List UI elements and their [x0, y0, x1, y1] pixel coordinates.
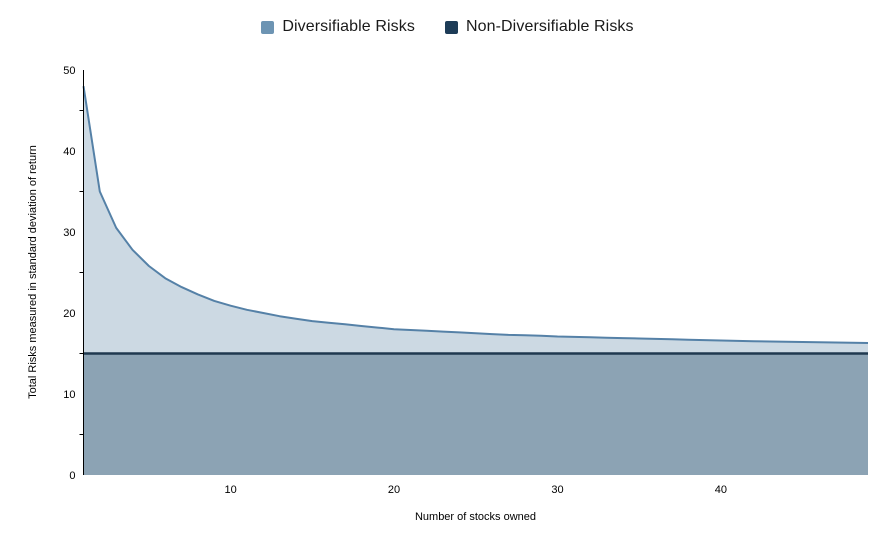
- y-axis-tick-label: 40: [63, 146, 75, 158]
- axis-layer: 0 10 20 30 40 50 10 20 30 40: [63, 65, 727, 496]
- y-axis-tick-label: 10: [63, 389, 75, 401]
- x-axis-tick-label: 30: [551, 484, 563, 496]
- x-axis-tick-label: 20: [388, 484, 400, 496]
- x-axis-tick-label: 10: [224, 484, 236, 496]
- y-axis-tick-label: 30: [63, 227, 75, 239]
- y-axis-tick-label: 20: [63, 308, 75, 320]
- legend-label-diversifiable: Diversifiable Risks: [282, 18, 415, 35]
- x-axis-tick-label: 40: [715, 484, 727, 496]
- legend-item-non-diversifiable: Non-Diversifiable Risks: [444, 18, 634, 36]
- non-diversifiable-area: [83, 353, 868, 475]
- diversifiable-area: [83, 86, 868, 354]
- y-axis-tick-label: 0: [69, 470, 75, 482]
- chart-legend: Diversifiable Risks Non-Diversifiable Ri…: [0, 18, 895, 36]
- legend-item-diversifiable: Diversifiable Risks: [261, 18, 415, 36]
- y-axis-tick-label: 50: [63, 65, 75, 77]
- x-axis-title: Number of stocks owned: [414, 511, 537, 523]
- series-layer: [82, 86, 869, 475]
- non-diversifiable-risks-swatch-icon: [444, 20, 458, 34]
- diversifiable-risks-swatch-icon: [261, 20, 275, 34]
- y-axis-title: Total Risks measured in standard deviati…: [27, 145, 39, 399]
- total-risk-curve: [82, 86, 869, 344]
- legend-label-non-diversifiable: Non-Diversifiable Risks: [465, 18, 634, 35]
